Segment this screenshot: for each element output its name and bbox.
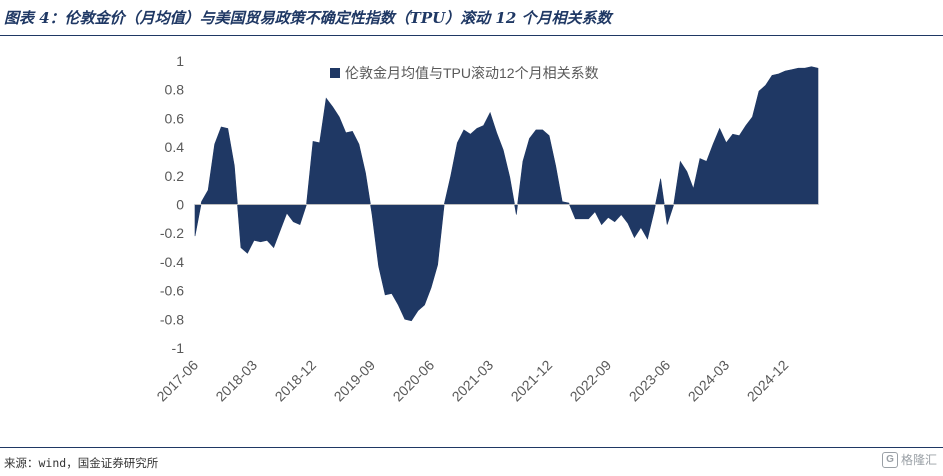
legend: 伦敦金月均值与TPU滚动12个月相关系数 [330, 65, 599, 81]
x-tick-label: 2017-06 [153, 357, 201, 405]
watermark-logo-icon: G [881, 451, 898, 468]
x-tick-label: 2018-03 [212, 357, 260, 405]
y-tick-label: -0.2 [160, 225, 184, 241]
x-tick-label: 2024-03 [685, 357, 733, 405]
y-tick-label: -0.4 [160, 254, 184, 270]
y-tick-label: -0.6 [160, 283, 184, 299]
legend-swatch [330, 68, 340, 78]
x-axis-ticks: 2017-06 2018-03 2018-12 2019-09 2020-06 2021-… [153, 357, 791, 405]
chart-title: 图表 4：伦敦金价（月均值）与美国贸易政策不确定性指数（TPU）滚动 12 个月… [4, 9, 612, 27]
x-tick-label: 2021-12 [508, 357, 556, 405]
x-tick-label: 2018-12 [272, 357, 320, 405]
series-area-path [194, 66, 819, 322]
watermark: G 格隆汇 [881, 451, 937, 468]
x-tick-label: 2024-12 [744, 357, 792, 405]
x-tick-label: 2019-09 [331, 357, 379, 405]
y-tick-label: -0.8 [160, 311, 184, 327]
watermark-text: 格隆汇 [900, 453, 937, 467]
y-tick-label: 0.8 [165, 82, 185, 98]
x-tick-label: 2023-06 [626, 357, 674, 405]
legend-label: 伦敦金月均值与TPU滚动12个月相关系数 [345, 65, 599, 81]
footer-divider [0, 447, 943, 448]
x-tick-label: 2021-03 [449, 357, 497, 405]
y-tick-label: 1 [176, 53, 184, 69]
correlation-chart: 1 0.8 0.6 0.4 0.2 0 -0.2 -0.4 -0.6 -0.8 -1 2017-06… [153, 53, 819, 405]
x-tick-label: 2020-06 [390, 357, 438, 405]
y-tick-label: 0.4 [165, 139, 185, 155]
y-tick-label: 0.2 [165, 168, 185, 184]
x-tick-label: 2022-09 [567, 357, 615, 405]
source-note: 来源：wind，国金证券研究所 [4, 456, 159, 470]
y-tick-label: 0 [176, 197, 184, 213]
y-axis-ticks: 1 0.8 0.6 0.4 0.2 0 -0.2 -0.4 -0.6 -0.8 -1 [160, 53, 184, 356]
y-tick-label: 0.6 [165, 110, 185, 126]
y-tick-label: -1 [172, 340, 185, 356]
title-bar: 图表 4：伦敦金价（月均值）与美国贸易政策不确定性指数（TPU）滚动 12 个月… [0, 0, 943, 36]
series-area [194, 66, 819, 322]
